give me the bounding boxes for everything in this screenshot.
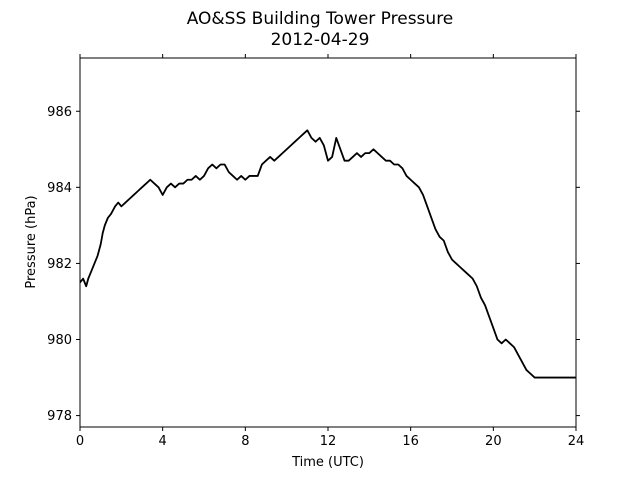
- x-tick-label-6: 24: [568, 434, 585, 449]
- x-tick-label-1: 4: [159, 434, 167, 449]
- x-tick-label-4: 16: [402, 434, 419, 449]
- y-tick-label-3: 984: [47, 181, 72, 196]
- y-tick-label-2: 982: [47, 257, 72, 272]
- pressure-line: [79, 129, 576, 379]
- y-tick-label-4: 986: [47, 105, 72, 120]
- chart-subtitle: 2012-04-29: [271, 30, 370, 50]
- x-tick-label-3: 12: [320, 434, 337, 449]
- y-axis-label: Pressure (hPa): [24, 195, 39, 288]
- y-tick-label-0: 978: [47, 409, 72, 424]
- x-axis-ticks: 0 4 8 12 16 20 24: [76, 54, 584, 449]
- chart-title: AO&SS Building Tower Pressure: [187, 9, 454, 29]
- x-tick-label-0: 0: [76, 434, 84, 449]
- y-tick-label-1: 980: [47, 333, 72, 348]
- x-axis-label: Time (UTC): [291, 455, 364, 470]
- x-tick-label-5: 20: [485, 434, 502, 449]
- y-axis-ticks: 978 980 982 984 986: [47, 105, 580, 424]
- x-tick-label-2: 8: [241, 434, 249, 449]
- plot-frame: [79, 57, 577, 428]
